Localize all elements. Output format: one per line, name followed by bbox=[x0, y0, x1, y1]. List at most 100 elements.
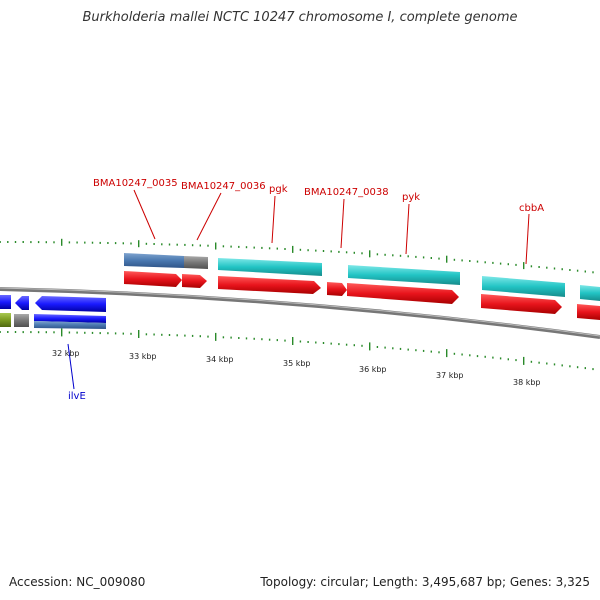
lower-minor-tick bbox=[68, 331, 71, 334]
lower-minor-tick bbox=[415, 349, 417, 352]
scale-label-37: 37 kbp bbox=[436, 371, 464, 380]
upper-minor-tick bbox=[14, 241, 17, 243]
lower-minor-tick bbox=[430, 350, 432, 353]
lower-minor-tick bbox=[184, 334, 186, 337]
scale-label-35: 35 kbp bbox=[283, 359, 311, 368]
upper-minor-tick bbox=[361, 252, 363, 255]
upper-minor-tick bbox=[0, 241, 1, 243]
upper-minor-tick bbox=[569, 269, 571, 271]
lower-minor-tick bbox=[230, 336, 232, 339]
upper-minor-tick bbox=[307, 249, 309, 252]
upper-minor-tick bbox=[399, 254, 402, 257]
lower-major-tick bbox=[523, 356, 525, 365]
scale-label-32: 32 kbp bbox=[52, 349, 80, 358]
gene-label-pyk[interactable]: pyk bbox=[402, 192, 420, 203]
upper-minor-tick bbox=[469, 260, 471, 262]
upper-minor-tick bbox=[37, 241, 40, 244]
lower-minor-tick bbox=[315, 341, 317, 344]
cds-bma0038[interactable] bbox=[327, 282, 347, 296]
feature-bma0036-upper[interactable] bbox=[184, 256, 208, 269]
lower-minor-tick bbox=[546, 362, 548, 365]
lower-minor-tick bbox=[476, 355, 479, 358]
cds-reverse-3[interactable] bbox=[35, 296, 106, 312]
gene-label-bma0038[interactable]: BMA10247_0038 bbox=[304, 187, 389, 198]
upper-minor-tick bbox=[22, 241, 24, 243]
lower-minor-tick bbox=[345, 343, 348, 346]
upper-minor-tick bbox=[453, 258, 456, 261]
upper-minor-tick bbox=[130, 242, 132, 245]
upper-minor-tick bbox=[530, 265, 533, 268]
leader-pyk bbox=[405, 203, 410, 255]
upper-major-tick bbox=[215, 242, 217, 250]
lower-major-tick bbox=[61, 328, 63, 337]
feature-ilvE[interactable] bbox=[34, 314, 106, 323]
lower-minor-tick bbox=[507, 358, 509, 361]
lower-minor-tick bbox=[299, 340, 302, 343]
feature-ilvE-steel[interactable] bbox=[34, 321, 106, 329]
gene-label-bma0036[interactable]: BMA10247_0036 bbox=[181, 181, 266, 192]
upper-minor-tick bbox=[384, 253, 386, 256]
feature-reverse-grey[interactable] bbox=[14, 314, 29, 327]
lower-minor-tick bbox=[207, 335, 209, 338]
lower-minor-tick bbox=[453, 352, 456, 355]
upper-major-tick bbox=[523, 262, 525, 270]
upper-minor-tick bbox=[53, 241, 55, 244]
feature-bma0035-upper[interactable] bbox=[124, 253, 184, 268]
upper-minor-tick bbox=[45, 241, 47, 244]
upper-major-tick bbox=[61, 238, 63, 246]
upper-minor-tick bbox=[261, 246, 263, 249]
lower-minor-tick bbox=[484, 355, 486, 358]
lower-minor-tick bbox=[91, 331, 94, 334]
cds-next[interactable] bbox=[577, 304, 600, 320]
feature-pyk-upper[interactable] bbox=[348, 265, 460, 285]
feature-track-upper bbox=[124, 253, 600, 301]
cds-bma0035[interactable] bbox=[124, 271, 182, 287]
cds-pyk[interactable] bbox=[347, 283, 459, 304]
upper-minor-tick bbox=[76, 241, 78, 244]
lower-minor-tick bbox=[515, 359, 517, 362]
lower-minor-tick bbox=[392, 347, 394, 350]
lower-minor-tick bbox=[307, 341, 309, 343]
upper-minor-tick bbox=[161, 243, 163, 246]
upper-minor-tick bbox=[299, 248, 302, 251]
lower-minor-tick bbox=[361, 344, 363, 347]
feature-pgk-upper[interactable] bbox=[218, 258, 322, 276]
cds-reverse-2[interactable] bbox=[15, 296, 29, 310]
scale-label-38: 38 kbp bbox=[513, 378, 541, 387]
gene-label-pgk[interactable]: pgk bbox=[269, 184, 288, 195]
upper-minor-tick bbox=[330, 250, 332, 253]
upper-tick-row bbox=[0, 238, 594, 274]
lower-minor-tick bbox=[592, 368, 594, 371]
lower-minor-tick bbox=[238, 337, 240, 339]
cds-bma0036[interactable] bbox=[182, 274, 207, 288]
upper-minor-tick bbox=[30, 241, 32, 244]
upper-minor-tick bbox=[561, 268, 563, 271]
gene-label-cbbA[interactable]: cbbA bbox=[519, 203, 544, 214]
upper-minor-tick bbox=[68, 241, 71, 244]
gene-label-ilvE[interactable]: ilvE bbox=[68, 391, 86, 402]
upper-minor-tick bbox=[576, 269, 579, 272]
gene-label-bma0035[interactable]: BMA10247_0035 bbox=[93, 178, 178, 189]
lower-minor-tick bbox=[37, 331, 40, 334]
upper-minor-tick bbox=[430, 257, 432, 259]
upper-minor-tick bbox=[276, 247, 278, 250]
cds-pgk[interactable] bbox=[218, 276, 321, 294]
lower-minor-tick bbox=[53, 331, 55, 334]
lower-major-tick bbox=[138, 330, 140, 338]
upper-minor-tick bbox=[199, 244, 201, 247]
cds-reverse-1[interactable] bbox=[0, 295, 11, 309]
lower-minor-tick bbox=[199, 335, 201, 338]
lower-minor-tick bbox=[569, 365, 571, 368]
feature-cbbA-upper[interactable] bbox=[482, 276, 565, 297]
upper-minor-tick bbox=[338, 250, 340, 253]
lower-minor-tick bbox=[384, 346, 386, 349]
lower-minor-tick bbox=[561, 364, 563, 367]
lower-minor-tick bbox=[530, 360, 533, 363]
feature-reverse-olive[interactable] bbox=[0, 313, 11, 327]
feature-next-upper[interactable] bbox=[580, 285, 600, 301]
lower-major-tick bbox=[215, 332, 217, 341]
lower-minor-tick bbox=[276, 339, 278, 342]
lower-minor-tick bbox=[399, 347, 402, 350]
cds-cbbA[interactable] bbox=[481, 294, 562, 314]
